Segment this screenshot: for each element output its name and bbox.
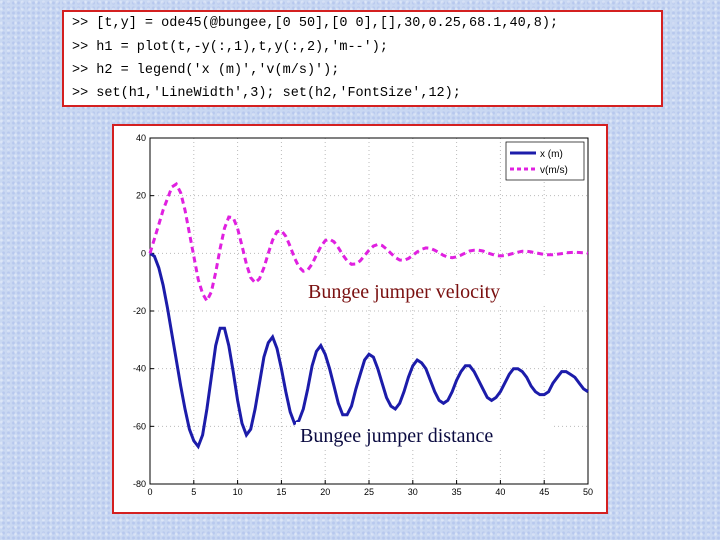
code-box: >> [t,y] = ode45(@bungee,[0 50],[0 0],[]… — [62, 10, 663, 107]
x-tick-label: 45 — [539, 487, 549, 497]
legend-label: v(m/s) — [540, 165, 568, 176]
x-tick-label: 30 — [408, 487, 418, 497]
code-line: >> set(h1,'LineWidth',3); set(h2,'FontSi… — [72, 86, 461, 101]
x-tick-label: 35 — [452, 487, 462, 497]
annotation-bg — [304, 278, 558, 304]
y-tick-label: 20 — [136, 191, 146, 201]
y-tick-label: -80 — [133, 479, 146, 489]
series-line — [149, 252, 589, 450]
plot-frame — [149, 137, 589, 485]
x-tick-label: 15 — [276, 487, 286, 497]
x-tick-label: 50 — [583, 487, 593, 497]
chart-box: -80 -60 -40 -20 0 20 40 0 5 10 15 20 25 30 35 40 45 50 Bun… — [112, 124, 608, 514]
y-tick-label: 0 — [141, 248, 146, 258]
x-tick-label: 40 — [495, 487, 505, 497]
code-line: >> [t,y] = ode45(@bungee,[0 50],[0 0],[]… — [72, 16, 559, 31]
y-tick-label: -20 — [133, 306, 146, 316]
code-line: >> h2 = legend('x (m)','v(m/s)'); — [72, 63, 340, 78]
x-tick-label: 25 — [364, 487, 374, 497]
legend-box — [505, 141, 585, 181]
code-line: >> h1 = plot(t,-y(:,1),t,y(:,2),'m--'); — [72, 40, 388, 55]
annotation: Bungee jumper velocity — [308, 281, 500, 303]
annotation: Bungee jumper distance — [300, 425, 493, 447]
y-tick-label: 40 — [136, 133, 146, 143]
x-tick-label: 20 — [320, 487, 330, 497]
annotation-bg — [296, 422, 552, 448]
y-tick-label: -60 — [133, 421, 146, 431]
x-tick-label: 0 — [147, 487, 152, 497]
legend-label: x (m) — [540, 149, 563, 160]
y-tick-label: -40 — [133, 364, 146, 374]
x-tick-label: 5 — [191, 487, 196, 497]
x-tick-label: 10 — [233, 487, 243, 497]
chart: -80 -60 -40 -20 0 20 40 0 5 10 15 20 25 30 35 40 45 50 Bun… — [133, 133, 593, 497]
series-line — [148, 181, 589, 305]
